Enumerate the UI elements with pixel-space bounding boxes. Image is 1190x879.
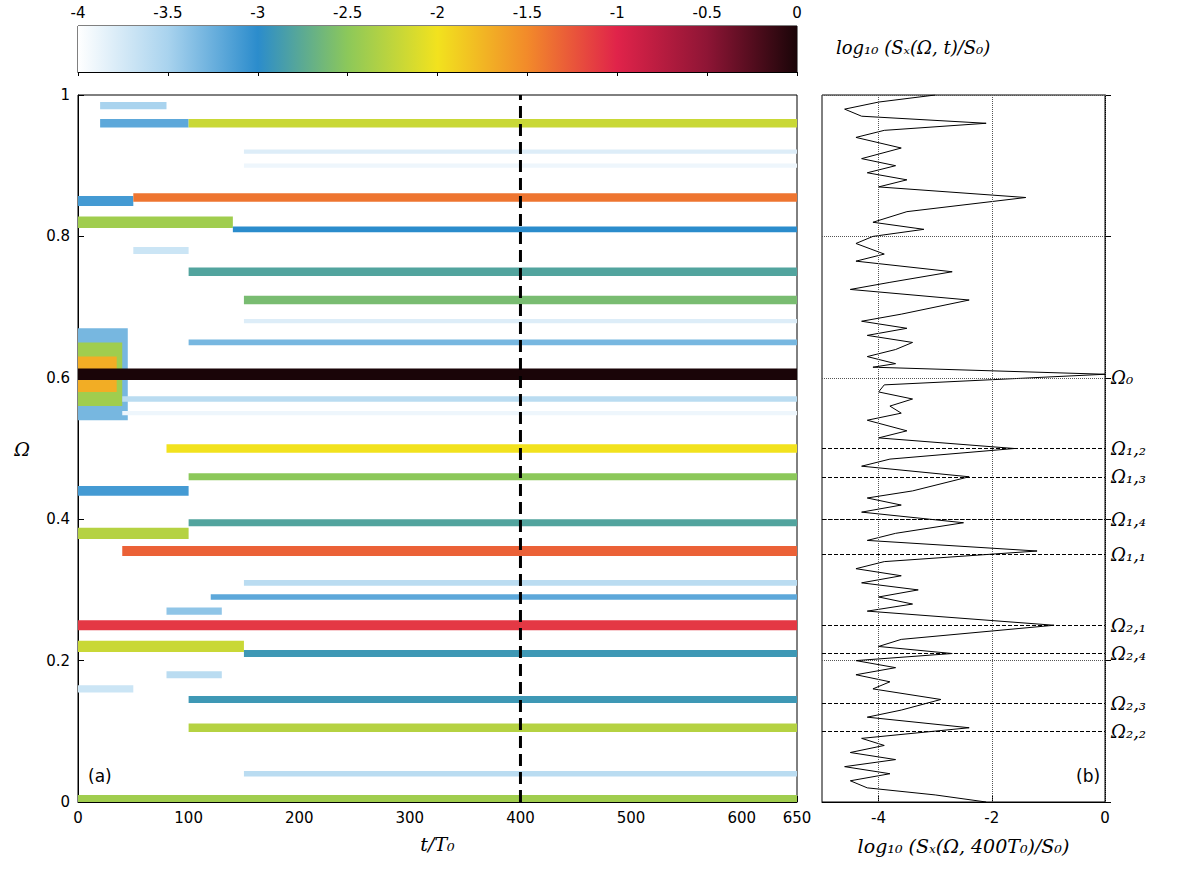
svg-text:Ω₂,₄: Ω₂,₄	[1110, 643, 1146, 664]
svg-text:Ω₀: Ω₀	[1110, 367, 1133, 388]
svg-text:(b): (b)	[1076, 766, 1100, 786]
svg-text:-3.5: -3.5	[153, 4, 182, 22]
svg-text:-2: -2	[430, 4, 445, 22]
svg-text:0: 0	[792, 4, 802, 22]
svg-text:0.6: 0.6	[46, 369, 70, 387]
svg-text:-4: -4	[71, 4, 86, 22]
svg-text:200: 200	[285, 809, 314, 827]
svg-text:-2: -2	[984, 809, 999, 827]
svg-text:-0.5: -0.5	[692, 4, 721, 22]
svg-text:Ω₂,₃: Ω₂,₃	[1110, 693, 1146, 714]
svg-text:100: 100	[174, 809, 203, 827]
svg-text:1: 1	[60, 86, 70, 104]
svg-text:-4: -4	[871, 809, 886, 827]
svg-text:300: 300	[396, 809, 425, 827]
svg-text:Ω₂,₂: Ω₂,₂	[1110, 721, 1146, 742]
svg-text:0: 0	[73, 809, 83, 827]
svg-text:400: 400	[506, 809, 535, 827]
svg-text:log₁₀ (Sₓ(Ω, 400T₀)/S₀): log₁₀ (Sₓ(Ω, 400T₀)/S₀)	[858, 835, 1070, 857]
svg-text:Ω₁,₄: Ω₁,₄	[1110, 509, 1146, 530]
svg-text:-2.5: -2.5	[333, 4, 362, 22]
svg-text:-1: -1	[610, 4, 625, 22]
svg-text:600: 600	[727, 809, 756, 827]
svg-text:-3: -3	[250, 4, 265, 22]
svg-text:(a): (a)	[88, 766, 112, 786]
svg-text:Ω₁,₁: Ω₁,₁	[1110, 544, 1146, 565]
svg-text:log₁₀ (Sₓ(Ω, t)/S₀): log₁₀ (Sₓ(Ω, t)/S₀)	[836, 37, 990, 58]
svg-text:0.2: 0.2	[46, 652, 70, 670]
svg-text:Ω₁,₂: Ω₁,₂	[1110, 438, 1146, 459]
svg-text:0.4: 0.4	[46, 510, 70, 528]
svg-text:-1.5: -1.5	[513, 4, 542, 22]
svg-text:Ω₂,₁: Ω₂,₁	[1110, 615, 1146, 636]
svg-text:Ω₁,₃: Ω₁,₃	[1110, 466, 1146, 487]
svg-text:Ω: Ω	[13, 438, 30, 460]
svg-text:0.8: 0.8	[46, 227, 70, 245]
svg-text:650: 650	[783, 809, 812, 827]
svg-text:0: 0	[1100, 809, 1110, 827]
svg-text:0: 0	[60, 793, 70, 811]
svg-text:500: 500	[617, 809, 646, 827]
svg-text:t/T₀: t/T₀	[420, 833, 455, 855]
